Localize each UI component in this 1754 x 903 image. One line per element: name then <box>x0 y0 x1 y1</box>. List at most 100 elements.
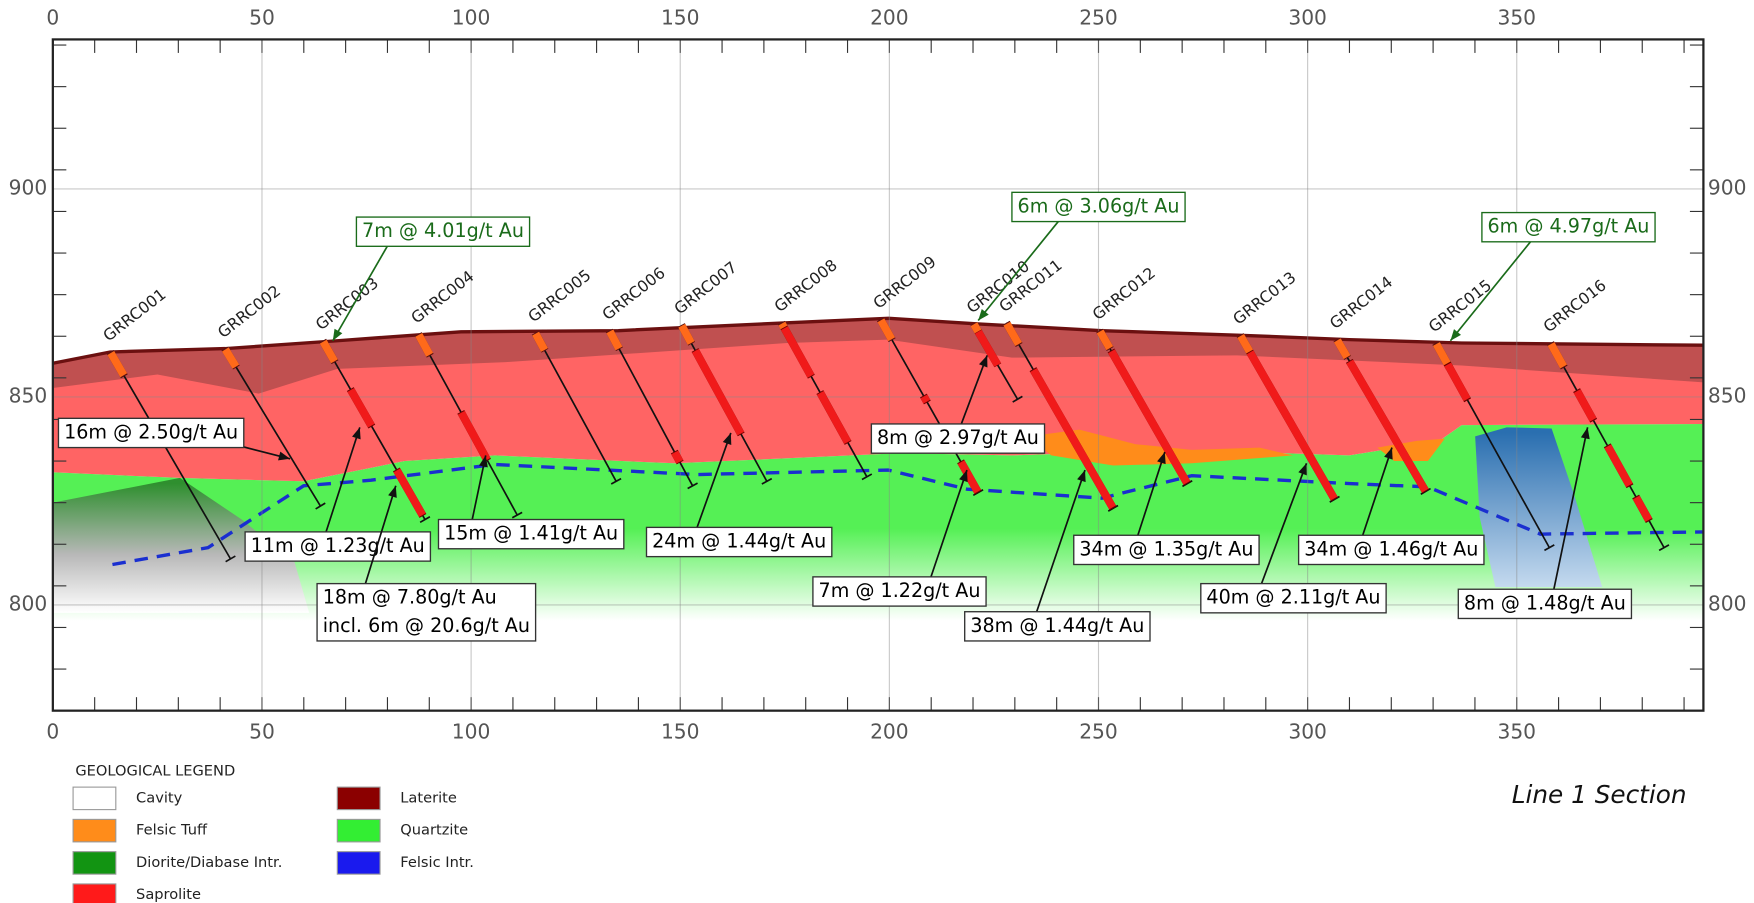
label-box <box>1200 582 1387 614</box>
collar-tuff <box>877 318 896 342</box>
collar-tuff <box>319 339 338 364</box>
intercept-label: 6m @ 3.06g/t Au <box>1018 194 1180 217</box>
arrow-head <box>388 485 397 498</box>
label-box <box>1073 534 1260 566</box>
intercept <box>1632 495 1653 522</box>
leader <box>1361 447 1393 536</box>
arrow-head <box>1580 427 1590 440</box>
leader <box>1260 463 1308 584</box>
leader <box>696 432 732 528</box>
legend-label: Quartzite <box>400 822 468 839</box>
arrow-head <box>278 451 291 461</box>
label-box <box>1011 191 1186 223</box>
label-box <box>964 611 1151 642</box>
hole-end <box>1012 395 1023 403</box>
legend-swatch <box>72 883 117 903</box>
collar-tuff <box>1333 338 1351 360</box>
legend-label: Felsic Tuff <box>136 822 208 839</box>
label-box <box>1457 588 1633 620</box>
leader <box>325 427 361 533</box>
intercept-label: 11m @ 1.23g/t Au <box>251 534 425 557</box>
y-tick-label: 850 <box>1708 383 1747 407</box>
arrow-head <box>332 328 343 341</box>
leader <box>960 355 988 425</box>
x-tick-label: 300 <box>1288 6 1327 30</box>
legend-swatch <box>336 851 381 875</box>
hole-end <box>687 482 698 490</box>
label-box <box>355 216 531 247</box>
label-box <box>57 417 245 449</box>
intercept <box>393 468 426 518</box>
legend-swatch <box>336 786 381 811</box>
x-tick-label: 250 <box>1079 6 1118 30</box>
legend-swatch <box>72 818 117 843</box>
intercept-label: 34m @ 1.46g/t Au <box>1304 537 1478 560</box>
y-tick-label: 800 <box>9 591 48 615</box>
label-box <box>812 576 987 607</box>
intercept-labels: 16m @ 2.50g/t Au 11m @ 1.23g/t Au 18m @ 7.… <box>57 191 1656 642</box>
leader <box>1035 469 1086 612</box>
geology-layers <box>52 316 1704 621</box>
intercept-label: 8m @ 1.48g/t Au <box>1464 591 1626 614</box>
legend-title: GEOLOGICAL LEGEND <box>75 762 235 779</box>
arrow-head <box>959 470 968 483</box>
intercept <box>1444 362 1471 402</box>
x-tick-label: 250 <box>1079 720 1118 744</box>
intercept-label: 34m @ 1.35g/t Au <box>1079 537 1253 560</box>
collar-tuff <box>221 347 240 369</box>
leader <box>930 469 968 578</box>
label-box <box>1481 211 1656 243</box>
collar-tuff <box>1432 342 1453 369</box>
leader <box>332 244 389 342</box>
x-tick-label: 300 <box>1288 720 1327 744</box>
laterite <box>52 318 1704 394</box>
label-box <box>244 531 432 562</box>
legend-label: Cavity <box>136 789 183 806</box>
hole-trace <box>224 348 322 507</box>
leader <box>1449 240 1533 342</box>
arrow-head <box>979 355 988 368</box>
hole-trace <box>534 332 617 482</box>
intercept <box>1604 444 1633 488</box>
label-box <box>1297 534 1485 566</box>
intercept <box>974 329 1001 367</box>
intercept-label: 38m @ 1.44g/t Au <box>970 614 1144 637</box>
legend: GEOLOGICAL LEGEND Cavity Felsic Tuff Diorit… <box>72 762 474 903</box>
x-tick-label: 50 <box>249 6 275 30</box>
leader <box>977 219 1060 322</box>
leader <box>1137 451 1166 536</box>
label-box <box>645 526 833 558</box>
x-tick-label: 100 <box>452 6 491 30</box>
intercept <box>780 326 815 378</box>
section-title: Line 1 Section <box>1512 780 1687 809</box>
hole-end <box>861 473 873 481</box>
quartzite <box>52 423 1704 621</box>
arrow-head <box>1077 470 1086 483</box>
intercept <box>816 390 852 445</box>
intercept <box>457 410 491 462</box>
intercept-label: 7m @ 4.01g/t Au <box>362 219 524 242</box>
legend-swatch <box>72 851 117 875</box>
x-tick-label: 150 <box>661 6 700 30</box>
hole-end <box>1544 544 1555 552</box>
arrow-head <box>1384 447 1393 460</box>
topography <box>52 316 1704 365</box>
intercept <box>1346 359 1429 493</box>
hole-end <box>761 477 773 485</box>
intercept <box>1573 389 1597 422</box>
hole-end <box>610 477 622 485</box>
collar-tuff <box>678 323 695 345</box>
collar-tuff <box>1003 321 1022 347</box>
arrow-head <box>479 455 488 468</box>
x-tick-label: 50 <box>249 720 275 744</box>
collar-tuff <box>415 333 434 357</box>
collar-tuff <box>606 329 623 351</box>
intercept-label: incl. 6m @ 20.6g/t Au <box>323 614 530 637</box>
arrow-head <box>1450 329 1461 341</box>
hole-end <box>315 502 326 510</box>
intercept <box>692 348 745 436</box>
collar-tuff <box>1237 333 1255 356</box>
intercept <box>1246 350 1338 501</box>
x-tick-label: 200 <box>870 720 909 744</box>
hole-end <box>419 515 431 524</box>
